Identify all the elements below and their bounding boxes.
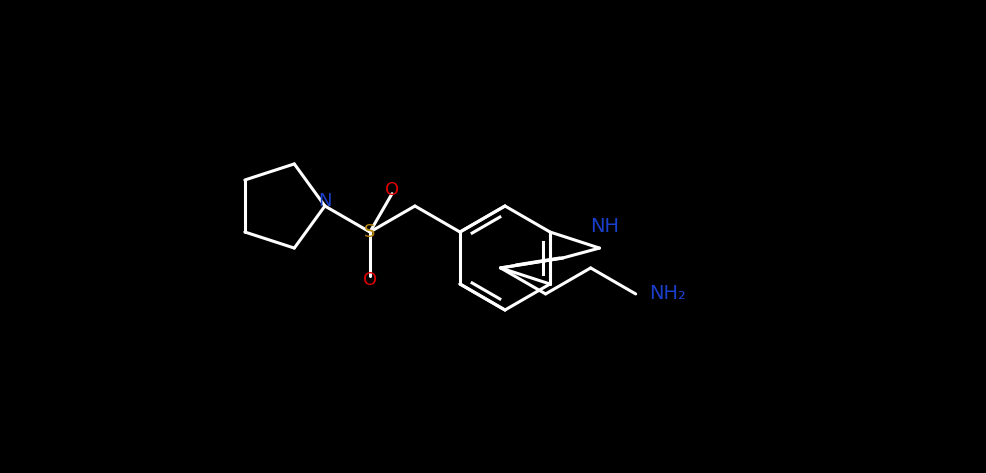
Text: O: O — [385, 181, 398, 199]
Text: S: S — [364, 223, 376, 241]
Text: NH₂: NH₂ — [649, 284, 685, 304]
Text: N: N — [317, 192, 331, 210]
Text: NH: NH — [590, 217, 618, 236]
Text: O: O — [363, 271, 377, 289]
